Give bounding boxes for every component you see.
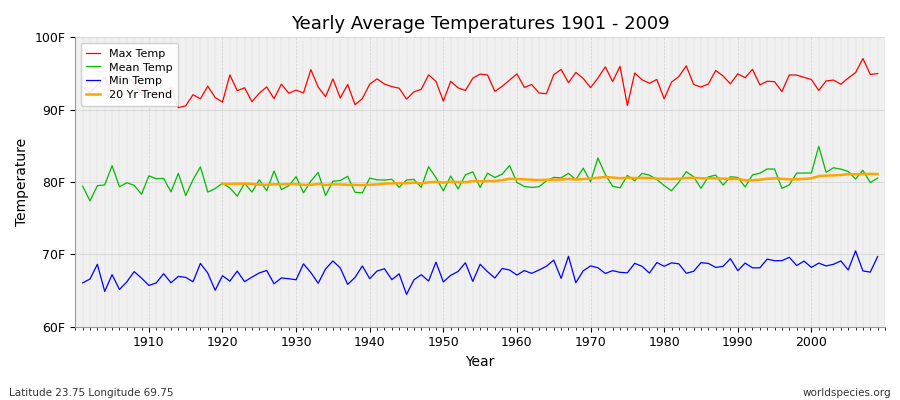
Mean Temp: [608, 184, 618, 189]
Legend: Max Temp, Mean Temp, Min Temp, 20 Yr Trend: Max Temp, Mean Temp, Min Temp, 20 Yr Tre…: [81, 43, 178, 106]
20 Yr Trend: [680, 176, 691, 180]
Max Temp: [519, 85, 530, 90]
20 Yr Trend: [423, 180, 434, 185]
Mean Temp: [85, 198, 95, 203]
Mean Temp: [872, 176, 883, 180]
20 Yr Trend: [357, 183, 368, 188]
20 Yr Trend: [770, 176, 780, 181]
Min Temp: [608, 268, 618, 273]
Max Temp: [349, 102, 360, 107]
Max Temp: [872, 71, 883, 76]
Min Temp: [401, 292, 412, 297]
Text: worldspecies.org: worldspecies.org: [803, 388, 891, 398]
Max Temp: [77, 84, 88, 89]
20 Yr Trend: [865, 172, 876, 176]
Min Temp: [519, 268, 530, 273]
Mean Temp: [305, 179, 316, 184]
Min Temp: [298, 262, 309, 266]
20 Yr Trend: [217, 182, 228, 186]
Min Temp: [136, 276, 147, 280]
20 Yr Trend: [305, 182, 316, 187]
Max Temp: [136, 92, 147, 97]
Min Temp: [872, 254, 883, 259]
20 Yr Trend: [850, 172, 861, 177]
Line: Max Temp: Max Temp: [83, 58, 878, 108]
Line: Min Temp: Min Temp: [83, 251, 878, 294]
Y-axis label: Temperature: Temperature: [15, 138, 29, 226]
Max Temp: [173, 105, 184, 110]
Max Temp: [511, 72, 522, 76]
Mean Temp: [519, 184, 530, 189]
Mean Temp: [349, 190, 360, 195]
Mean Temp: [143, 173, 154, 178]
20 Yr Trend: [784, 177, 795, 182]
Mean Temp: [77, 184, 88, 189]
Min Temp: [342, 282, 353, 287]
Max Temp: [305, 67, 316, 72]
Max Temp: [608, 79, 618, 84]
Min Temp: [511, 273, 522, 278]
X-axis label: Year: Year: [465, 355, 495, 369]
Text: Latitude 23.75 Longitude 69.75: Latitude 23.75 Longitude 69.75: [9, 388, 174, 398]
20 Yr Trend: [872, 172, 883, 176]
Min Temp: [77, 280, 88, 285]
Mean Temp: [511, 180, 522, 185]
Max Temp: [858, 56, 868, 61]
Title: Yearly Average Temperatures 1901 - 2009: Yearly Average Temperatures 1901 - 2009: [291, 15, 670, 33]
Min Temp: [850, 248, 861, 253]
Line: 20 Yr Trend: 20 Yr Trend: [222, 174, 878, 185]
Mean Temp: [814, 144, 824, 149]
Line: Mean Temp: Mean Temp: [83, 146, 878, 201]
